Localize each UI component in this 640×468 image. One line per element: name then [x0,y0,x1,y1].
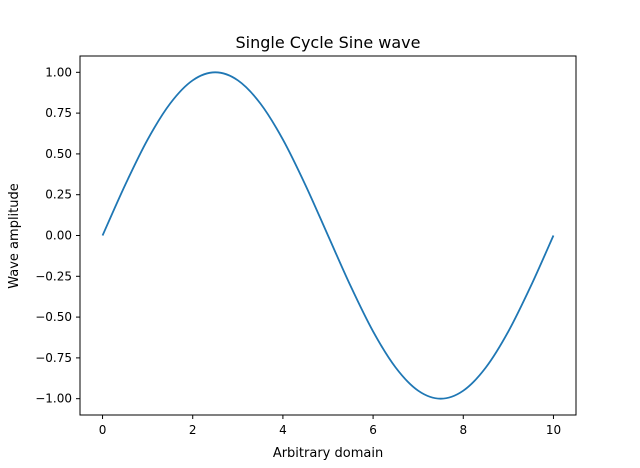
y-tick-label: −0.75 [35,351,72,365]
x-tick-label: 4 [279,423,287,437]
chart-title: Single Cycle Sine wave [236,33,421,52]
y-tick-label: −1.00 [35,392,72,406]
series-layer [101,71,555,400]
y-tick-label: 0.50 [45,147,72,161]
x-axis-ticks: 0 2 4 6 8 10 [99,415,561,437]
y-tick-label: −0.50 [35,310,72,324]
y-tick-label: 0.00 [45,229,72,243]
x-tick-label: 10 [546,423,561,437]
x-tick-label: 2 [189,423,197,437]
y-tick-label: 0.75 [45,106,72,120]
y-tick-label: −0.25 [35,269,72,283]
y-axis-ticks: 1.00 0.75 0.50 0.25 0.00 −0.25 −0.50 −0.75 −1.00 [35,65,80,406]
y-tick-label: 1.00 [45,65,72,79]
y-tick-label: 0.25 [45,188,72,202]
series-line [101,71,555,400]
x-axis-label: Arbitrary domain [273,446,383,461]
y-axis-label: Wave amplitude [7,183,22,289]
plot-frame [79,55,577,416]
x-tick-label: 6 [369,423,377,437]
x-tick-label: 0 [99,423,107,437]
x-tick-label: 8 [459,423,467,437]
